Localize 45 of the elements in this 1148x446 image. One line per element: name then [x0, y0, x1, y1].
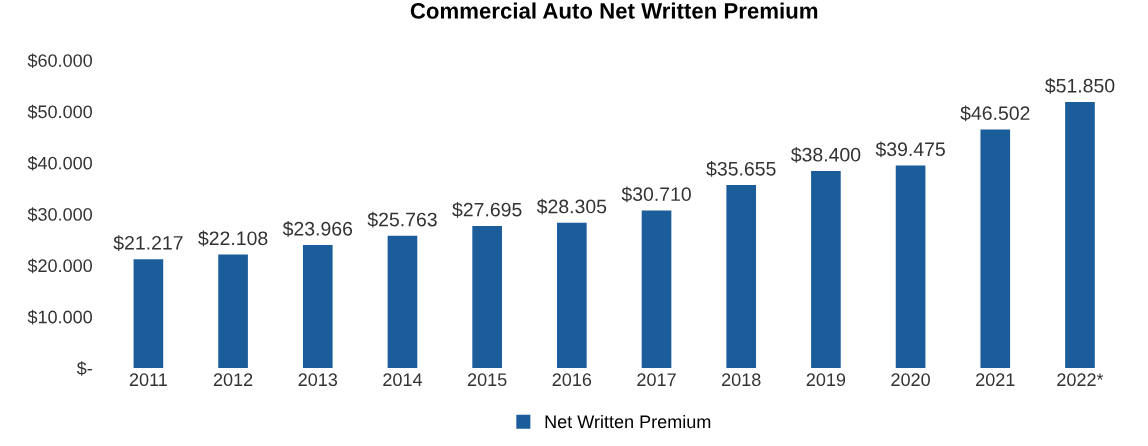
data-label: $30.710: [621, 186, 691, 203]
chart-title: Commercial Auto Net Written Premium: [410, 2, 818, 19]
data-label: $39.475: [875, 141, 945, 158]
x-tick-label: 2015: [467, 373, 507, 387]
data-label: $46.502: [960, 105, 1030, 122]
x-tick-label: 2018: [722, 373, 761, 387]
bar: [726, 185, 757, 368]
bar: [895, 165, 926, 368]
data-label: $22.108: [198, 230, 268, 247]
data-label: $51.850: [1045, 78, 1115, 94]
y-tick-label: $-: [76, 361, 92, 376]
data-label: $25.763: [367, 211, 437, 228]
bar: [811, 171, 841, 368]
legend-label: Net Written Premium: [545, 414, 711, 429]
data-label: $28.305: [536, 198, 607, 215]
x-tick-label: 2013: [298, 373, 338, 387]
x-tick-label: 2014: [383, 373, 423, 387]
bar: [302, 245, 333, 368]
x-tick-label: 2020: [891, 373, 930, 387]
x-tick-label: 2011: [129, 373, 167, 387]
x-tick-label: 2012: [213, 373, 253, 387]
data-label: $27.695: [452, 201, 522, 218]
bar: [557, 222, 587, 368]
bar: [133, 259, 164, 368]
y-tick-label: $10.000: [27, 309, 93, 325]
x-tick-label: 2019: [806, 373, 846, 387]
x-tick-label: 2017: [637, 373, 676, 387]
data-label: $38.400: [790, 147, 861, 163]
x-tick-label: 2022*: [1057, 373, 1104, 387]
data-label: $21.217: [113, 235, 183, 251]
y-tick-label: $50.000: [27, 104, 93, 120]
y-tick-label: $20.000: [27, 258, 93, 274]
data-label: $35.655: [706, 161, 776, 177]
data-label: $23.966: [282, 221, 353, 237]
y-tick-label: $60.000: [27, 53, 93, 68]
bar: [387, 235, 418, 368]
bar: [218, 254, 248, 368]
bar: [472, 225, 502, 368]
bar: [1065, 102, 1095, 368]
x-tick-label: 2021: [976, 373, 1015, 387]
bar: [980, 129, 1011, 368]
x-tick-label: 2016: [552, 373, 592, 387]
y-tick-label: $30.000: [27, 207, 93, 222]
bar: [641, 210, 672, 368]
y-tick-label: $40.000: [27, 155, 93, 171]
